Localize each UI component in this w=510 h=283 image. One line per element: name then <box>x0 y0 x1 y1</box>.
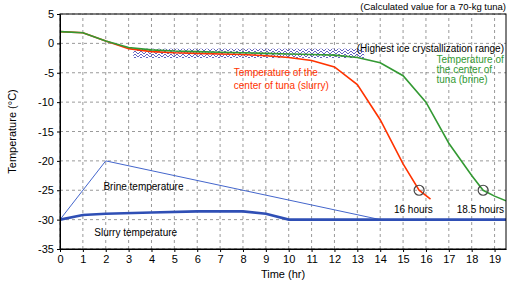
y-tick: -15 <box>38 126 60 138</box>
x-tick: 16 <box>420 249 432 265</box>
annotation: 16 hours <box>394 204 433 215</box>
x-tick: 2 <box>103 249 109 265</box>
y-tick-label: 0 <box>48 37 54 49</box>
x-tick: 6 <box>195 249 201 265</box>
x-tick-label: 8 <box>240 253 246 265</box>
y-tick-label: -20 <box>38 155 54 167</box>
y-tick: -5 <box>44 67 60 79</box>
x-tick-label: 19 <box>489 253 501 265</box>
x-tick-label: 11 <box>306 253 317 265</box>
x-tick: 13 <box>352 249 364 265</box>
x-tick: 19 <box>489 249 501 265</box>
x-tick: 1 <box>80 249 86 265</box>
x-tick: 12 <box>329 249 341 265</box>
y-tick-label: -35 <box>38 243 54 255</box>
x-tick: 8 <box>240 249 246 265</box>
annotation: (Highest ice crystallization range) <box>357 43 504 54</box>
x-tick-label: 6 <box>195 253 201 265</box>
y-tick: -10 <box>38 96 60 108</box>
x-tick-label: 15 <box>397 253 409 265</box>
point-ring <box>478 185 488 195</box>
x-tick: 10 <box>283 249 295 265</box>
series-line <box>60 211 506 219</box>
x-tick: 4 <box>149 249 155 265</box>
annotation: Slurry temperature <box>94 227 177 238</box>
y-tick: 0 <box>48 37 60 49</box>
x-tick: 18 <box>466 249 478 265</box>
y-tick-label: -5 <box>44 67 54 79</box>
x-tick-label: 12 <box>329 253 341 265</box>
grid-line-y <box>60 160 506 161</box>
x-tick-label: 3 <box>126 253 132 265</box>
y-tick: -25 <box>38 184 60 196</box>
x-tick-label: 9 <box>263 253 269 265</box>
x-tick-label: 18 <box>466 253 478 265</box>
y-tick-label: -10 <box>38 96 54 108</box>
grid-line-y <box>60 131 506 132</box>
y-tick: -30 <box>38 214 60 226</box>
chart: 012345678910111213141516171819-35-30-25-… <box>0 0 510 283</box>
x-tick: 9 <box>263 249 269 265</box>
x-tick-label: 4 <box>149 253 155 265</box>
x-tick-label: 0 <box>57 253 63 265</box>
x-tick-label: 1 <box>80 253 86 265</box>
series-line <box>60 32 506 201</box>
annotation: Brine temperature <box>103 181 183 192</box>
y-tick-label: 5 <box>48 8 54 20</box>
y-tick-label: -15 <box>38 126 54 138</box>
annotation: center of tuna (slurry) <box>234 80 329 91</box>
y-tick: -20 <box>38 155 60 167</box>
x-tick-label: 13 <box>352 253 364 265</box>
series-line <box>60 161 506 220</box>
x-tick: 7 <box>218 249 224 265</box>
annotations: (Highest ice crystallization range) Tempe… <box>94 43 504 238</box>
series-line <box>60 32 431 199</box>
annotation: tuna (brine) <box>437 74 488 85</box>
y-axis-title: Temperature (°C) <box>6 89 18 173</box>
plot-frame <box>60 14 506 249</box>
chart-title: (Calculated value for a 70-kg tuna) <box>360 1 506 12</box>
grid-line-y <box>60 102 506 103</box>
y-tick: -35 <box>38 243 60 255</box>
y-tick: 5 <box>48 8 60 20</box>
grid <box>60 14 506 249</box>
x-tick-label: 17 <box>443 253 455 265</box>
x-tick: 0 <box>57 249 63 265</box>
annotation: Temperature of the <box>234 67 318 78</box>
x-tick: 17 <box>443 249 455 265</box>
x-tick-label: 7 <box>218 253 224 265</box>
point-ring <box>414 185 424 195</box>
x-tick: 15 <box>397 249 409 265</box>
x-tick-label: 14 <box>375 253 387 265</box>
x-tick: 3 <box>126 249 132 265</box>
x-tick-label: 2 <box>103 253 109 265</box>
y-tick-label: -30 <box>38 214 54 226</box>
y-axis: -35 -30 -25 -20 -15 -10 -5 0 5 <box>38 8 60 255</box>
plot-marks <box>60 32 506 220</box>
x-axis-title: Time (hr) <box>261 268 305 280</box>
annotation: 18.5 hours <box>457 204 504 215</box>
x-tick: 5 <box>172 249 178 265</box>
x-axis: 012345678910111213141516171819 <box>57 249 506 265</box>
x-tick-label: 5 <box>172 253 178 265</box>
x-tick: 14 <box>375 249 387 265</box>
x-tick-label: 16 <box>420 253 432 265</box>
x-tick: 11 <box>306 249 317 265</box>
y-tick-label: -25 <box>38 184 54 196</box>
x-tick-label: 10 <box>283 253 295 265</box>
